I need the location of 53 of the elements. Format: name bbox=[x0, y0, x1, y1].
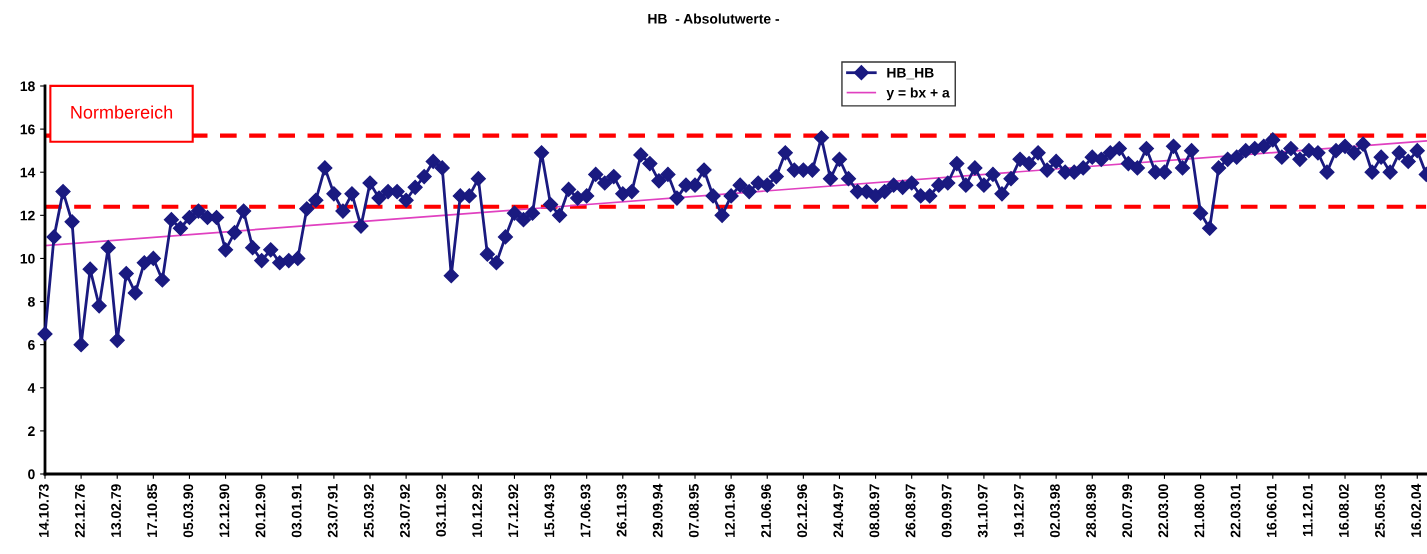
x-tick-label: 26.08.97 bbox=[905, 484, 916, 538]
x-tick-label: 03.11.92 bbox=[436, 484, 446, 537]
y-tick-label: 6 bbox=[28, 340, 35, 350]
x-tick-label: 11.12.01 bbox=[1302, 484, 1313, 537]
x-tick-label: 09.09.97 bbox=[941, 484, 952, 538]
x-tick-label: 22.12.76 bbox=[75, 484, 85, 538]
x-tick-label: 21.06.96 bbox=[761, 484, 771, 538]
y-tick-label: 14 bbox=[20, 167, 36, 178]
x-tick-label: 28.08.98 bbox=[1086, 484, 1096, 538]
x-tick-label: 19.12.97 bbox=[1013, 484, 1024, 537]
x-tick-label: 16.06.01 bbox=[1266, 484, 1277, 537]
x-tick-label: 31.10.97 bbox=[977, 484, 988, 538]
x-tick-label: 26.11.93 bbox=[616, 484, 627, 537]
y-tick-label: 2 bbox=[28, 426, 35, 436]
x-tick-label: 14.10.73 bbox=[38, 484, 49, 537]
x-tick-label: 02.03.98 bbox=[1050, 484, 1060, 538]
legend-label: y = bx + a bbox=[886, 87, 950, 101]
x-tick-label: 16.08.02 bbox=[1338, 484, 1349, 537]
x-tick-label: 08.08.97 bbox=[869, 484, 880, 538]
annotation: Normbereich bbox=[71, 105, 173, 119]
x-tick-label: 25.05.03 bbox=[1375, 484, 1385, 538]
x-tick-label: 17.10.85 bbox=[147, 484, 158, 537]
y-tick-label: 16 bbox=[20, 124, 35, 135]
x-tick-label: 20.07.99 bbox=[1122, 484, 1133, 538]
y-tick-label: 10 bbox=[20, 253, 35, 264]
y-tick-label: 18 bbox=[20, 81, 35, 92]
x-tick-label: 24.04.97 bbox=[833, 484, 844, 538]
y-tick-label: 4 bbox=[27, 383, 36, 393]
x-tick-label: 22.03.00 bbox=[1158, 484, 1169, 538]
x-tick-label: 17.06.93 bbox=[580, 484, 591, 537]
x-tick-label: 07.08.95 bbox=[688, 484, 699, 538]
x-tick-label: 23.07.91 bbox=[327, 484, 338, 538]
x-tick-label: 16.02.04 bbox=[1411, 483, 1421, 537]
x-tick-label: 15.04.93 bbox=[544, 484, 555, 537]
x-tick-label: 05.03.90 bbox=[183, 484, 194, 538]
y-tick-label: 8 bbox=[27, 296, 35, 307]
x-tick-label: 22.03.01 bbox=[1230, 484, 1241, 538]
x-tick-label: 12.12.90 bbox=[219, 484, 230, 537]
x-tick-label: 12.01.96 bbox=[725, 484, 735, 537]
x-tick-label: 03.01.91 bbox=[291, 484, 302, 538]
y-tick-label: 12 bbox=[20, 210, 35, 221]
x-tick-label: 25.03.92 bbox=[363, 484, 374, 538]
legend-label: HB_HB bbox=[887, 68, 934, 80]
chart-title: HB - Absolutwerte - bbox=[648, 13, 780, 24]
x-tick-label: 23.07.92 bbox=[400, 484, 410, 538]
x-tick-label: 13.02.79 bbox=[111, 484, 121, 537]
x-tick-label: 02.12.96 bbox=[797, 484, 808, 538]
x-tick-label: 17.12.92 bbox=[508, 484, 519, 537]
x-tick-label: 21.08.00 bbox=[1194, 484, 1205, 538]
y-tick-label: 0 bbox=[28, 469, 35, 480]
x-tick-label: 20.12.90 bbox=[255, 484, 266, 538]
x-tick-label: 10.12.92 bbox=[472, 484, 483, 537]
x-tick-label: 29.09.94 bbox=[652, 483, 663, 538]
